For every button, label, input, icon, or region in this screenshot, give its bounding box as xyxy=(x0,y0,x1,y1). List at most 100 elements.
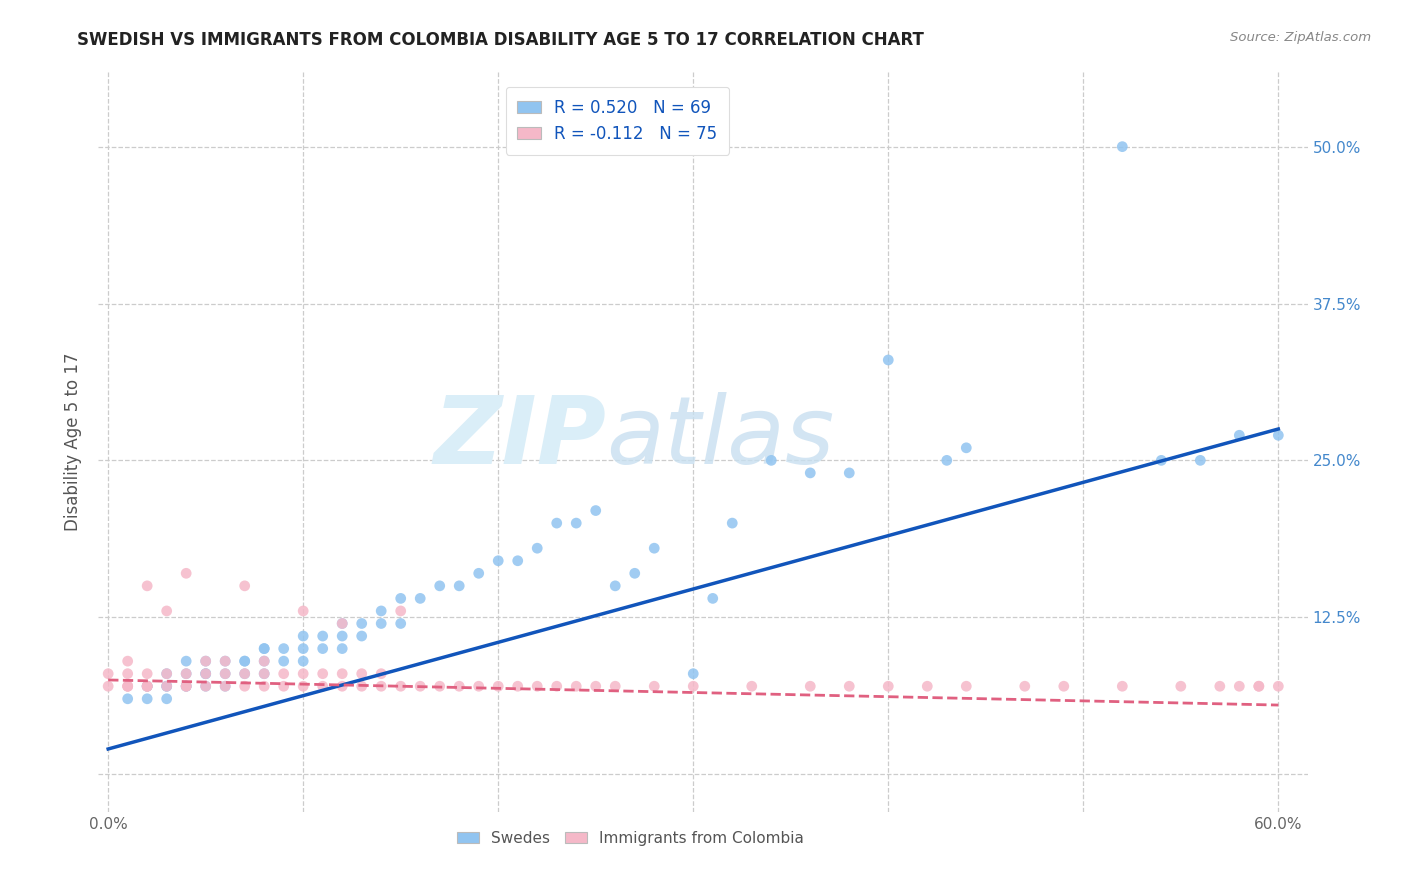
Point xyxy=(156,679,179,693)
Text: Source: ZipAtlas.com: Source: ZipAtlas.com xyxy=(1230,31,1371,45)
Point xyxy=(389,591,412,606)
Point xyxy=(389,679,412,693)
Point xyxy=(233,654,256,668)
Point xyxy=(585,503,607,517)
Point xyxy=(273,654,295,668)
Point xyxy=(1247,679,1270,693)
Point xyxy=(330,616,353,631)
Point xyxy=(389,604,412,618)
Point xyxy=(253,641,276,656)
Text: SWEDISH VS IMMIGRANTS FROM COLOMBIA DISABILITY AGE 5 TO 17 CORRELATION CHART: SWEDISH VS IMMIGRANTS FROM COLOMBIA DISA… xyxy=(77,31,924,49)
Point xyxy=(605,579,627,593)
Point xyxy=(117,666,139,681)
Point xyxy=(409,591,432,606)
Point xyxy=(682,679,704,693)
Point xyxy=(467,679,489,693)
Point xyxy=(312,641,335,656)
Point xyxy=(214,679,236,693)
Point xyxy=(194,666,217,681)
Point xyxy=(330,666,353,681)
Point xyxy=(174,679,197,693)
Point xyxy=(330,641,353,656)
Point xyxy=(136,679,159,693)
Point xyxy=(721,516,744,530)
Point xyxy=(312,629,335,643)
Point xyxy=(253,654,276,668)
Point xyxy=(136,579,159,593)
Point xyxy=(117,654,139,668)
Legend: Swedes, Immigrants from Colombia: Swedes, Immigrants from Colombia xyxy=(451,825,810,852)
Point xyxy=(253,666,276,681)
Point xyxy=(877,353,900,368)
Point xyxy=(174,566,197,581)
Point xyxy=(955,441,977,455)
Point xyxy=(156,679,179,693)
Point xyxy=(389,616,412,631)
Point xyxy=(117,679,139,693)
Point xyxy=(350,666,373,681)
Point xyxy=(273,641,295,656)
Point xyxy=(194,679,217,693)
Point xyxy=(253,679,276,693)
Point xyxy=(233,579,256,593)
Point xyxy=(1267,679,1289,693)
Point xyxy=(1014,679,1036,693)
Point xyxy=(174,666,197,681)
Point xyxy=(117,679,139,693)
Point xyxy=(761,453,783,467)
Point xyxy=(253,666,276,681)
Point xyxy=(838,679,860,693)
Point xyxy=(506,554,529,568)
Point xyxy=(935,453,957,467)
Point xyxy=(429,579,451,593)
Point xyxy=(546,679,568,693)
Point xyxy=(194,654,217,668)
Point xyxy=(233,654,256,668)
Point xyxy=(1189,453,1212,467)
Point xyxy=(214,666,236,681)
Point xyxy=(136,691,159,706)
Point xyxy=(97,666,120,681)
Point xyxy=(1247,679,1270,693)
Point xyxy=(370,666,392,681)
Point xyxy=(1209,679,1232,693)
Point xyxy=(955,679,977,693)
Point xyxy=(253,654,276,668)
Point xyxy=(136,679,159,693)
Point xyxy=(292,604,315,618)
Point xyxy=(643,541,665,556)
Point xyxy=(174,679,197,693)
Point xyxy=(292,679,315,693)
Point xyxy=(838,466,860,480)
Point xyxy=(292,641,315,656)
Point xyxy=(1111,679,1133,693)
Point xyxy=(526,679,548,693)
Point xyxy=(877,679,900,693)
Point xyxy=(156,691,179,706)
Point xyxy=(174,654,197,668)
Point xyxy=(1267,428,1289,442)
Point xyxy=(214,679,236,693)
Point xyxy=(156,604,179,618)
Point xyxy=(194,654,217,668)
Point xyxy=(702,591,724,606)
Point xyxy=(214,654,236,668)
Point xyxy=(565,679,588,693)
Point xyxy=(429,679,451,693)
Point xyxy=(253,641,276,656)
Point xyxy=(214,666,236,681)
Y-axis label: Disability Age 5 to 17: Disability Age 5 to 17 xyxy=(65,352,83,531)
Point xyxy=(409,679,432,693)
Point xyxy=(136,666,159,681)
Point xyxy=(449,679,471,693)
Point xyxy=(605,679,627,693)
Point xyxy=(233,666,256,681)
Point xyxy=(1150,453,1173,467)
Point xyxy=(565,516,588,530)
Point xyxy=(799,679,821,693)
Point xyxy=(292,666,315,681)
Point xyxy=(330,679,353,693)
Point xyxy=(467,566,489,581)
Text: ZIP: ZIP xyxy=(433,392,606,483)
Point xyxy=(233,666,256,681)
